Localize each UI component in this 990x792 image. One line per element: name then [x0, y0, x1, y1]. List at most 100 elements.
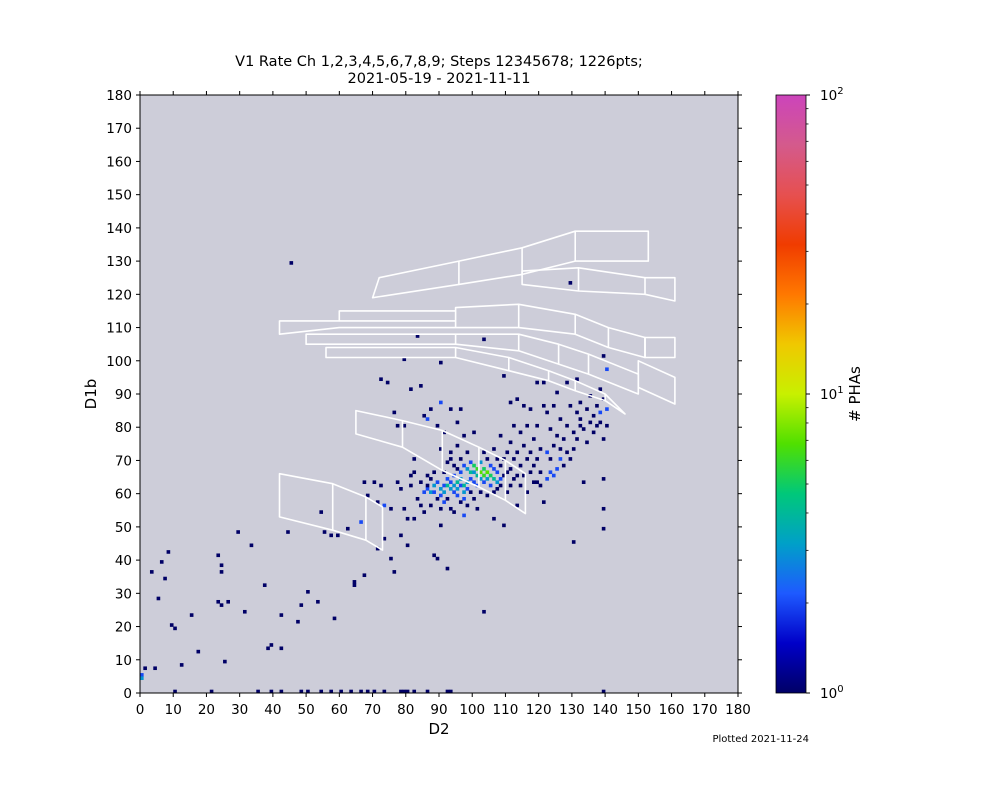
heatmap-cell	[435, 480, 440, 484]
x-tick-label: 110	[493, 702, 519, 718]
heatmap-cell	[429, 407, 433, 411]
heatmap-cell	[399, 689, 403, 694]
heatmap-cell	[462, 490, 466, 494]
heatmap-cell	[545, 477, 549, 481]
y-tick-label: 150	[106, 188, 132, 204]
heatmap-cell	[455, 443, 460, 448]
heatmap-cell	[439, 400, 443, 405]
heatmap-cell	[339, 689, 343, 694]
heatmap-cell	[518, 430, 523, 435]
region-outline	[521, 266, 676, 302]
y-tick-label: 10	[115, 653, 132, 669]
heatmap-cell	[425, 483, 430, 488]
heatmap-cell	[465, 487, 470, 491]
x-tick-label: 180	[725, 702, 751, 718]
heatmap-cell	[575, 437, 579, 441]
heatmap-cell	[458, 500, 463, 504]
heatmap-cell	[306, 590, 310, 594]
heatmap-cell	[515, 397, 520, 401]
heatmap-cell	[266, 646, 270, 651]
y-tick-label: 100	[106, 354, 132, 370]
heatmap-cell	[448, 487, 453, 491]
x-axis-label: D2	[428, 720, 449, 738]
heatmap-cell	[159, 560, 164, 564]
heatmap-cell	[435, 496, 440, 501]
x-tick-label: 20	[198, 702, 215, 718]
y-tick-label: 30	[115, 586, 132, 602]
heatmap-cell	[219, 570, 224, 574]
x-tick-label: 80	[397, 702, 414, 718]
heatmap-cell	[532, 480, 536, 484]
heatmap-cell	[482, 480, 486, 484]
heatmap-cell	[415, 496, 420, 501]
heatmap-cell	[505, 450, 510, 455]
heatmap-cell	[319, 689, 324, 694]
heatmap-cell	[458, 457, 463, 461]
heatmap-cell	[166, 550, 171, 554]
y-tick-label: 0	[123, 686, 132, 702]
heatmap-cell	[512, 477, 516, 481]
heatmap-cell	[482, 473, 486, 478]
heatmap-cell	[561, 463, 566, 468]
heatmap-cell	[541, 403, 546, 408]
heatmap-cell	[465, 467, 470, 471]
colorbar-label: # PHAs	[846, 366, 864, 422]
heatmap-cell	[345, 526, 350, 531]
heatmap-cell	[515, 450, 520, 455]
heatmap-cell	[432, 490, 436, 494]
y-tick-label: 90	[115, 387, 132, 403]
heatmap-cell	[425, 689, 430, 694]
heatmap-cell	[379, 483, 383, 488]
heatmap-cell	[445, 566, 450, 571]
region-outline	[325, 346, 626, 415]
heatmap-cell	[598, 387, 603, 391]
heatmap-cell	[392, 410, 397, 415]
heatmap-cell	[482, 609, 486, 614]
heatmap-cell	[588, 420, 593, 425]
heatmap-cell	[442, 500, 446, 504]
x-tick-label: 70	[364, 702, 381, 718]
heatmap-cell	[435, 556, 440, 561]
heatmap-cell	[316, 599, 320, 604]
heatmap-cell	[322, 530, 327, 534]
heatmap-cell	[143, 666, 147, 671]
heatmap-cell	[535, 380, 539, 385]
heatmap-cell	[515, 473, 520, 478]
heatmap-cell	[565, 450, 569, 455]
heatmap-cell	[219, 603, 224, 607]
heatmap-cell	[409, 483, 413, 488]
heatmap-cell	[153, 666, 157, 671]
heatmap-cell	[365, 493, 370, 498]
heatmap-cell	[439, 523, 443, 528]
heatmap-cell	[578, 417, 583, 421]
heatmap-cell	[571, 447, 576, 451]
heatmap-cell	[352, 583, 357, 587]
heatmap-cell	[448, 407, 453, 411]
heatmap-cell	[598, 410, 603, 415]
heatmap-cell	[558, 417, 563, 421]
heatmap-cell	[585, 407, 589, 411]
heatmap-cell	[558, 447, 563, 451]
heatmap-cell	[189, 613, 194, 617]
heatmap-cell	[448, 506, 453, 511]
heatmap-cell	[262, 583, 267, 587]
heatmap-cell	[465, 503, 470, 508]
y-tick-label: 80	[115, 420, 132, 436]
heatmap-cell	[548, 457, 553, 461]
heatmap-cell	[498, 463, 503, 468]
heatmap-cell	[196, 649, 201, 654]
y-tick-label: 120	[106, 287, 132, 303]
y-tick-label: 170	[106, 121, 132, 137]
heatmap-cell	[575, 410, 579, 415]
heatmap-cell	[482, 467, 486, 471]
heatmap-cell	[495, 457, 500, 461]
heatmap-cell	[395, 423, 400, 428]
heatmap-cell	[455, 480, 460, 484]
heatmap-cell	[419, 480, 423, 484]
y-tick-label: 70	[115, 453, 132, 469]
colorbar-tick-label: 102	[820, 86, 844, 104]
heatmap-cell	[269, 689, 274, 694]
heatmap-cell	[522, 443, 526, 448]
heatmap-cell	[578, 400, 583, 405]
heatmap-cell	[462, 496, 466, 501]
